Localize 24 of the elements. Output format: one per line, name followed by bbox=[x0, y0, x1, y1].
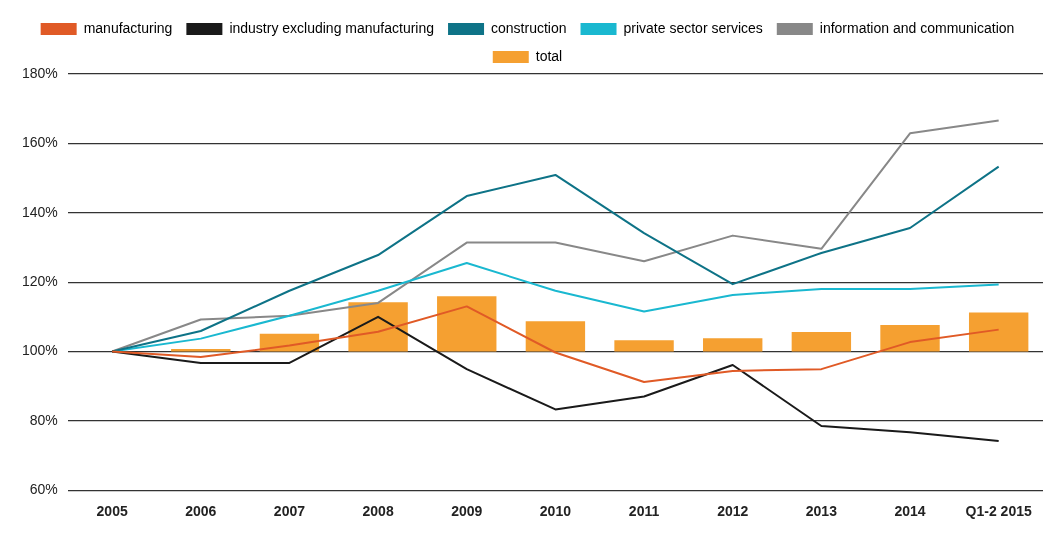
x-tick-label: 2007 bbox=[273, 503, 306, 520]
legend-label: construction bbox=[491, 19, 567, 36]
x-tick-label: 2006 bbox=[185, 503, 217, 520]
legend-label: information and communication bbox=[819, 19, 1015, 36]
x-tick-label: 2012 bbox=[717, 503, 749, 520]
y-tick-label: 60% bbox=[29, 481, 58, 498]
x-tick-label: 2014 bbox=[894, 503, 926, 520]
x-tick-label: 2009 bbox=[451, 503, 483, 520]
y-tick-label: 140% bbox=[21, 203, 58, 220]
legend-label: total bbox=[535, 47, 563, 64]
x-tick-label: 2005 bbox=[96, 503, 128, 520]
y-tick-label: 80% bbox=[29, 411, 58, 428]
x-tick-label: 2013 bbox=[805, 503, 838, 520]
legend-label: manufacturing bbox=[83, 19, 173, 36]
x-tick-label: 2011 bbox=[628, 503, 660, 520]
y-tick-label: 120% bbox=[21, 272, 58, 289]
x-tick-label: Q1-2 2015 bbox=[965, 503, 1032, 520]
y-tick-label: 180% bbox=[21, 64, 58, 81]
x-tick-label: 2008 bbox=[362, 503, 394, 520]
legend-label: private sector services bbox=[623, 19, 763, 36]
x-tick-label: 2010 bbox=[539, 503, 572, 520]
legend-label: industry excluding manufacturing bbox=[229, 19, 435, 36]
y-tick-label: 100% bbox=[21, 342, 58, 359]
y-tick-label: 160% bbox=[21, 134, 58, 151]
